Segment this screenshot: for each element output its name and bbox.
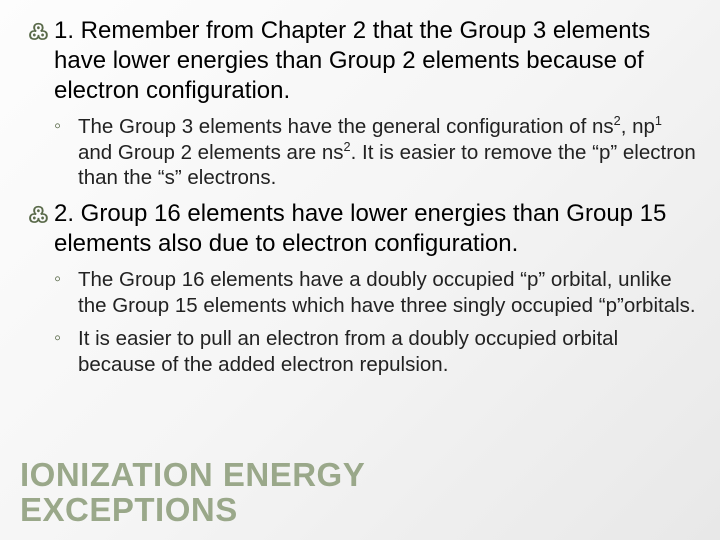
main-point-1: ߷1. Remember from Chapter 2 that the Gro…: [24, 16, 696, 106]
sub-bullet-icon: ◦: [54, 326, 61, 351]
title-line-2: EXCEPTIONS: [20, 492, 365, 528]
main-point-text: 1. Remember from Chapter 2 that the Grou…: [54, 17, 650, 104]
main-point-text: 2. Group 16 elements have lower energies…: [54, 200, 666, 257]
sub-point-text: The Group 3 elements have the general co…: [78, 115, 696, 189]
sub-point-1-1: ◦ The Group 3 elements have the general c…: [24, 114, 696, 191]
sub-point-text: It is easier to pull an electron from a …: [78, 327, 618, 376]
sub-point-2-1: ◦ The Group 16 elements have a doubly occ…: [24, 267, 696, 318]
sub-point-text: The Group 16 elements have a doubly occu…: [78, 268, 696, 317]
sub-point-2-2: ◦ It is easier to pull an electron from a…: [24, 326, 696, 377]
title-line-1: IONIZATION ENERGY: [20, 457, 365, 493]
sub-bullet-icon: ◦: [54, 267, 61, 292]
swirl-bullet-icon: ߷: [28, 201, 49, 229]
slide-title: IONIZATION ENERGY EXCEPTIONS: [20, 457, 365, 528]
slide-body: ߷1. Remember from Chapter 2 that the Gro…: [24, 16, 696, 377]
main-point-2: ߷2. Group 16 elements have lower energie…: [24, 199, 696, 259]
swirl-bullet-icon: ߷: [28, 18, 49, 46]
sub-bullet-icon: ◦: [54, 114, 61, 139]
